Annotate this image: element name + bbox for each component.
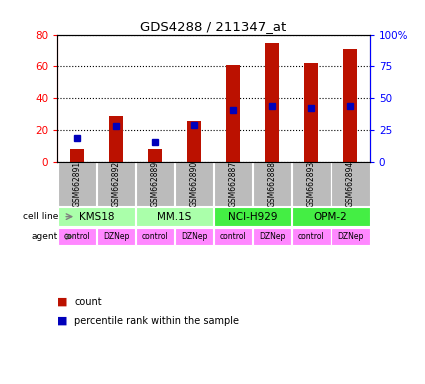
FancyBboxPatch shape (214, 207, 292, 227)
Text: percentile rank within the sample: percentile rank within the sample (74, 316, 239, 326)
FancyBboxPatch shape (214, 162, 252, 206)
Text: GSM662889: GSM662889 (150, 161, 159, 207)
Text: control: control (142, 232, 168, 241)
FancyBboxPatch shape (175, 162, 213, 206)
Text: agent: agent (32, 232, 58, 241)
FancyBboxPatch shape (96, 162, 135, 206)
Bar (187, 121, 201, 162)
Text: GSM662892: GSM662892 (111, 161, 120, 207)
Text: GSM662890: GSM662890 (190, 161, 198, 207)
Text: DZNep: DZNep (103, 232, 129, 241)
Bar (343, 49, 357, 162)
Text: GSM662893: GSM662893 (307, 161, 316, 207)
FancyBboxPatch shape (292, 207, 370, 227)
Text: GSM662894: GSM662894 (346, 161, 355, 207)
FancyBboxPatch shape (57, 207, 135, 227)
Text: OPM-2: OPM-2 (314, 212, 348, 222)
Bar (304, 63, 318, 162)
FancyBboxPatch shape (96, 228, 135, 245)
Text: GSM662888: GSM662888 (268, 161, 277, 207)
FancyBboxPatch shape (253, 162, 292, 206)
Title: GDS4288 / 211347_at: GDS4288 / 211347_at (140, 20, 287, 33)
Text: MM.1S: MM.1S (157, 212, 192, 222)
FancyBboxPatch shape (331, 162, 370, 206)
Text: control: control (63, 232, 90, 241)
FancyBboxPatch shape (214, 228, 252, 245)
FancyBboxPatch shape (57, 228, 96, 245)
FancyBboxPatch shape (175, 228, 213, 245)
FancyBboxPatch shape (292, 228, 331, 245)
Bar (148, 149, 162, 162)
FancyBboxPatch shape (253, 228, 292, 245)
Bar (265, 43, 279, 162)
Bar (109, 116, 123, 162)
Text: DZNep: DZNep (259, 232, 285, 241)
Text: GSM662891: GSM662891 (72, 161, 82, 207)
Text: control: control (220, 232, 246, 241)
Text: KMS18: KMS18 (79, 212, 114, 222)
Text: count: count (74, 297, 102, 307)
Text: control: control (298, 232, 325, 241)
FancyBboxPatch shape (136, 228, 174, 245)
FancyBboxPatch shape (292, 162, 331, 206)
FancyBboxPatch shape (136, 162, 174, 206)
FancyBboxPatch shape (331, 228, 370, 245)
Bar (70, 149, 84, 162)
Text: NCI-H929: NCI-H929 (228, 212, 278, 222)
Text: DZNep: DZNep (181, 232, 207, 241)
FancyBboxPatch shape (57, 162, 96, 206)
FancyBboxPatch shape (136, 207, 213, 227)
Text: DZNep: DZNep (337, 232, 363, 241)
Text: GSM662887: GSM662887 (229, 161, 238, 207)
Text: ■: ■ (57, 296, 68, 306)
Text: ■: ■ (57, 316, 68, 326)
Text: cell line: cell line (23, 212, 58, 221)
Bar (226, 65, 240, 162)
